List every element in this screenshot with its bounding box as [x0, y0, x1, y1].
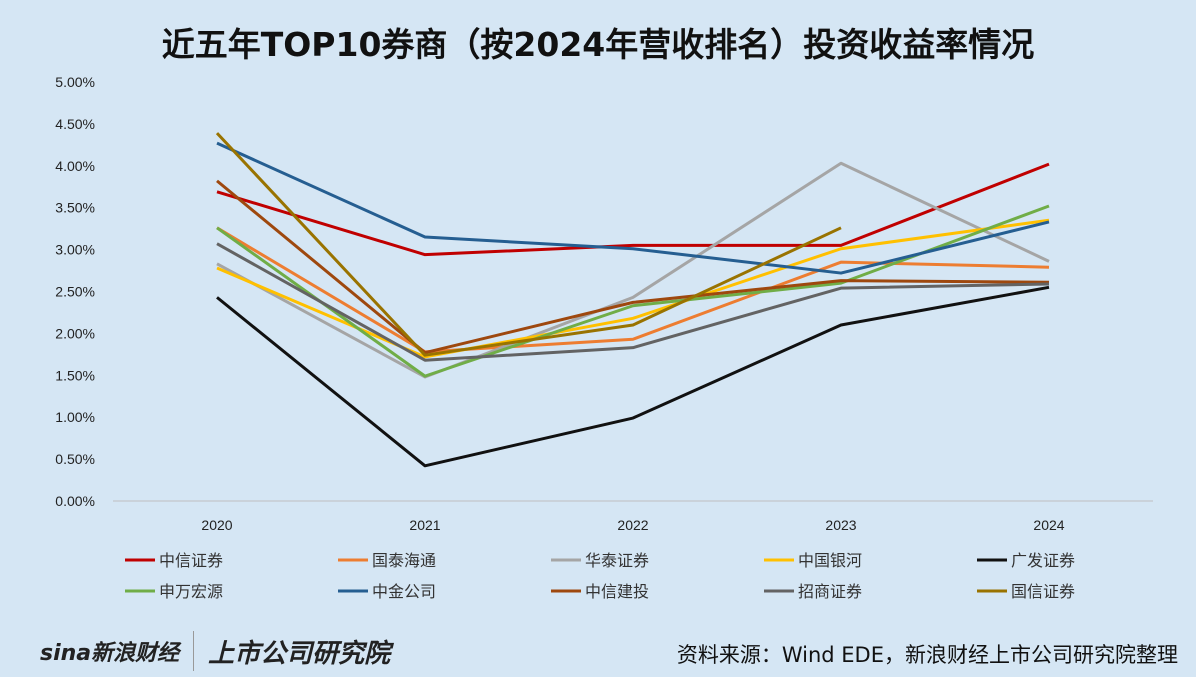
y-tick-label: 2.00%: [55, 325, 95, 341]
legend-label: 华泰证券: [585, 551, 649, 570]
series-line-中金公司: [216, 141, 1050, 275]
legend-label: 中国银河: [798, 551, 862, 570]
y-tick-label: 5.00%: [55, 74, 95, 90]
series-line-国泰海通: [216, 226, 1050, 354]
legend-item: 国泰海通: [338, 551, 436, 570]
legend-label: 国泰海通: [372, 551, 436, 570]
legend-item: 中信证券: [125, 551, 223, 570]
logo-sina-text: sina新浪财经: [40, 641, 180, 666]
logo-divider: [193, 631, 195, 671]
legend-item: 广发证券: [977, 551, 1075, 570]
y-tick-label: 1.00%: [55, 409, 95, 425]
legend-item: 中国银河: [764, 551, 862, 570]
y-tick-label: 3.50%: [55, 200, 95, 216]
y-tick-label: 0.50%: [55, 451, 95, 467]
legend-item: 申万宏源: [125, 582, 223, 601]
x-tick-label: 2023: [825, 517, 856, 533]
y-tick-label: 2.50%: [55, 284, 95, 300]
x-tick-label: 2022: [617, 517, 648, 533]
legend-label: 中信建投: [585, 582, 649, 601]
series-line-国信证券: [215, 132, 842, 357]
legend-label: 国信证券: [1011, 582, 1075, 601]
y-tick-label: 3.00%: [55, 242, 95, 258]
y-tick-label: 0.00%: [55, 493, 95, 509]
series-line-中国银河: [216, 218, 1050, 359]
legend-item: 国信证券: [977, 582, 1075, 601]
source-note: 资料来源：Wind EDE，新浪财经上市公司研究院整理: [676, 643, 1178, 667]
y-tick-label: 4.50%: [55, 116, 95, 132]
legend-item: 中金公司: [338, 582, 436, 601]
x-tick-label: 2020: [201, 517, 232, 533]
x-tick-label: 2024: [1033, 517, 1064, 533]
legend-label: 申万宏源: [159, 582, 223, 601]
y-tick-label: 1.50%: [55, 367, 95, 383]
series-line-中信建投: [216, 179, 1050, 355]
chart-title: 近五年TOP10券商（按2024年营收排名）投资收益率情况: [161, 25, 1035, 64]
legend-label: 广发证券: [1011, 551, 1075, 570]
y-tick-label: 4.00%: [55, 158, 95, 174]
legend-label: 中金公司: [372, 582, 436, 601]
series-line-中信证券: [216, 162, 1050, 257]
legend-item: 招商证券: [764, 582, 862, 601]
legend-item: 中信建投: [551, 582, 649, 601]
series-line-广发证券: [216, 285, 1050, 468]
legend-label: 中信证券: [159, 551, 223, 570]
series-line-申万宏源: [216, 204, 1050, 378]
logo-institute-text: 上市公司研究院: [208, 638, 391, 669]
x-tick-label: 2021: [409, 517, 440, 533]
legend-item: 华泰证券: [551, 551, 649, 570]
sina-logo: sina新浪财经 上市公司研究院: [40, 631, 390, 671]
series-line-招商证券: [216, 242, 1050, 362]
legend-label: 招商证券: [798, 582, 862, 601]
series-line-华泰证券: [216, 161, 1050, 379]
